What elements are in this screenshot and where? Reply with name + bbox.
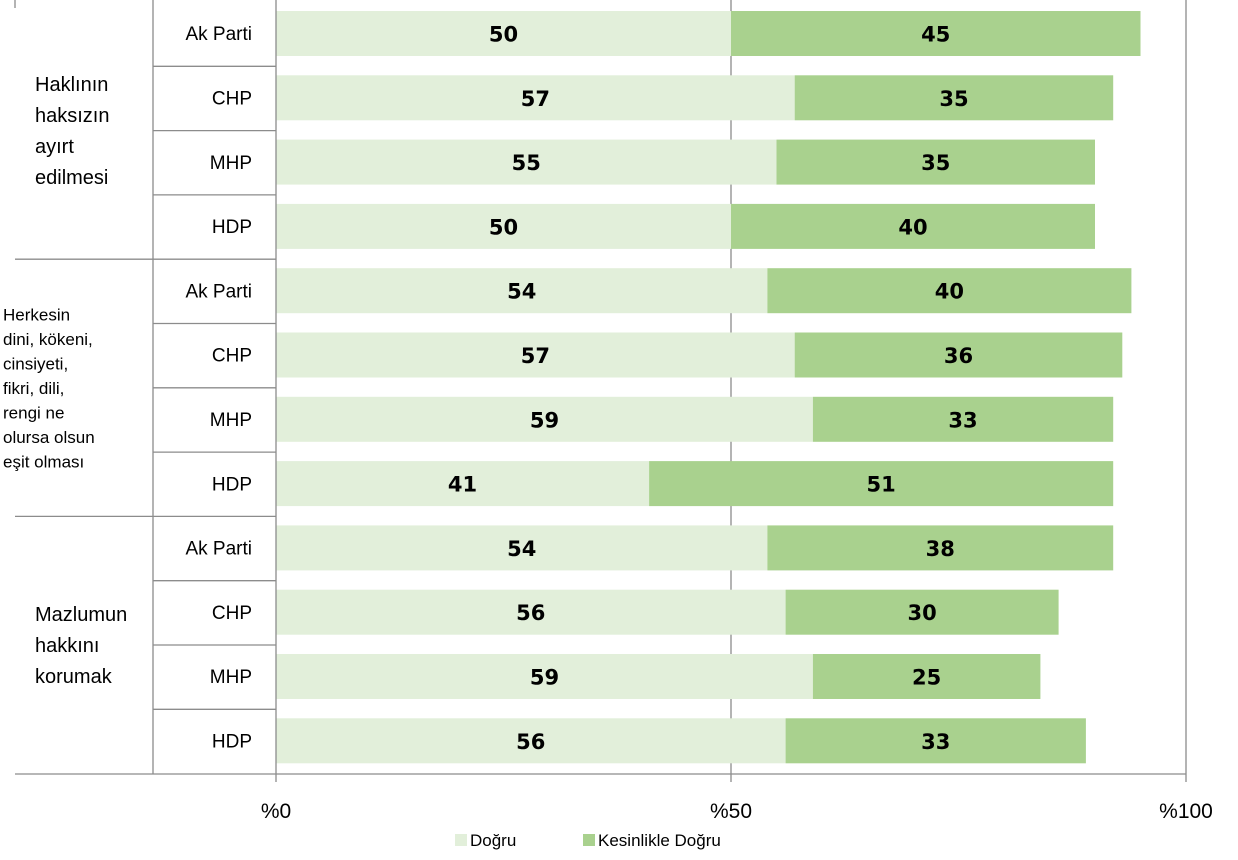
category-label-7: HDP xyxy=(212,474,252,495)
bar-2-series-0 xyxy=(276,139,777,185)
x-tick-label-1: %50 xyxy=(710,800,752,823)
group-label-2-line-0: Mazlumun xyxy=(35,604,127,626)
data-label-6-series-0: 59 xyxy=(530,408,559,432)
bar-7-series-1 xyxy=(649,461,1114,507)
group-label-0-line-1: haksızın xyxy=(35,105,109,127)
group-label-2-line-1: hakkını xyxy=(35,635,99,657)
data-label-2-series-1: 35 xyxy=(921,151,950,175)
x-tick-label-0: %0 xyxy=(261,800,291,823)
group-label-1-line-4: rengi ne xyxy=(3,403,64,422)
bar-7-series-0 xyxy=(276,461,650,507)
grid-lines xyxy=(730,0,1187,774)
data-label-3-series-0: 50 xyxy=(489,215,518,239)
bar-6-series-1 xyxy=(812,396,1114,442)
bar-9-series-0 xyxy=(276,589,786,635)
x-axis-tick-labels: %0 %50 %100 xyxy=(261,800,1213,823)
data-label-8-series-1: 38 xyxy=(926,537,955,561)
category-labels: Ak Parti CHP MHP HDP Ak Parti CHP MHP HDP Ak Par… xyxy=(3,24,252,752)
group-label-2-line-2: korumak xyxy=(35,666,113,688)
group-label-1: Herkesin dini, kökeni, cinsiyeti, fikri, di… xyxy=(3,305,95,471)
legend-swatch-1 xyxy=(583,834,595,846)
group-label-0-line-3: edilmesi xyxy=(35,167,108,189)
group-label-1-line-1: dini, kökeni, xyxy=(3,330,93,349)
bar-5-series-0 xyxy=(276,332,795,378)
group-label-0: Haklının haksızın ayırt edilmesi xyxy=(35,74,109,189)
data-label-9-series-1: 30 xyxy=(907,601,936,625)
bar-1-series-0 xyxy=(276,75,795,121)
group-label-0-line-2: ayırt xyxy=(35,136,74,158)
group-label-1-line-3: fikri, dili, xyxy=(3,379,64,398)
bar-0-series-0 xyxy=(276,11,731,56)
x-tick-label-2: %100 xyxy=(1159,800,1213,823)
data-label-5-series-1: 36 xyxy=(944,344,973,368)
category-label-0: Ak Parti xyxy=(185,24,252,45)
bar-9-series-1 xyxy=(785,589,1059,635)
data-label-7-series-0: 41 xyxy=(448,473,477,497)
bar-5-series-1 xyxy=(794,332,1123,378)
data-label-3-series-1: 40 xyxy=(898,215,927,239)
category-label-11: HDP xyxy=(212,731,252,752)
bar-2-series-1 xyxy=(776,139,1095,185)
group-label-1-line-6: eşit olması xyxy=(3,452,84,471)
group-label-1-line-2: cinsiyeti, xyxy=(3,354,68,373)
bar-11-series-0 xyxy=(276,718,786,764)
group-label-0-line-0: Haklının xyxy=(35,74,108,96)
axes xyxy=(14,0,1187,782)
bar-11-series-1 xyxy=(785,718,1086,764)
category-label-10: MHP xyxy=(210,667,252,688)
data-label-11-series-1: 33 xyxy=(921,730,950,754)
data-label-9-series-0: 56 xyxy=(516,601,545,625)
bar-10-series-0 xyxy=(276,654,813,699)
category-label-5: CHP xyxy=(212,346,252,367)
category-label-3: HDP xyxy=(212,217,252,238)
data-label-10-series-1: 25 xyxy=(912,666,941,690)
data-label-7-series-1: 51 xyxy=(867,473,896,497)
data-label-1-series-0: 57 xyxy=(521,87,550,111)
data-label-2-series-0: 55 xyxy=(512,151,541,175)
legend-label-0: Doğru xyxy=(470,831,516,850)
bar-0-series-1 xyxy=(731,11,1141,56)
bar-3-series-1 xyxy=(731,203,1095,249)
data-label-1-series-1: 35 xyxy=(939,87,968,111)
data-label-11-series-0: 56 xyxy=(516,730,545,754)
bar-3-series-0 xyxy=(276,203,731,249)
bar-10-series-1 xyxy=(812,654,1041,699)
bar-8-series-0 xyxy=(276,525,768,571)
bar-4-series-1 xyxy=(767,268,1132,314)
data-label-6-series-1: 33 xyxy=(948,408,977,432)
group-label-1-line-0: Herkesin xyxy=(3,305,70,324)
bar-1-series-1 xyxy=(794,75,1114,121)
bars: 50 45 57 35 55 35 50 40 54 40 57 36 59 33 41 51 54 38 56 30… xyxy=(276,11,1141,764)
data-label-8-series-0: 54 xyxy=(507,537,536,561)
data-label-4-series-1: 40 xyxy=(935,280,964,304)
data-label-0-series-0: 50 xyxy=(489,23,518,47)
data-label-4-series-0: 54 xyxy=(507,280,536,304)
category-label-2: MHP xyxy=(210,153,252,174)
category-label-8: Ak Parti xyxy=(185,539,252,560)
bar-6-series-0 xyxy=(276,396,813,442)
legend-label-1: Kesinlikle Doğru xyxy=(598,831,721,850)
category-label-6: MHP xyxy=(210,410,252,431)
data-label-0-series-1: 45 xyxy=(921,23,950,47)
bar-8-series-1 xyxy=(767,525,1114,571)
category-label-1: CHP xyxy=(212,88,252,109)
group-label-1-line-5: olursa olsun xyxy=(3,428,95,447)
data-label-5-series-0: 57 xyxy=(521,344,550,368)
bar-4-series-0 xyxy=(276,268,768,314)
legend: Doğru Kesinlikle Doğru xyxy=(455,831,721,850)
legend-swatch-0 xyxy=(455,834,467,846)
group-label-2: Mazlumun hakkını korumak xyxy=(35,604,127,688)
category-label-9: CHP xyxy=(212,603,252,624)
category-label-4: Ak Parti xyxy=(185,281,252,302)
data-label-10-series-0: 59 xyxy=(530,666,559,690)
